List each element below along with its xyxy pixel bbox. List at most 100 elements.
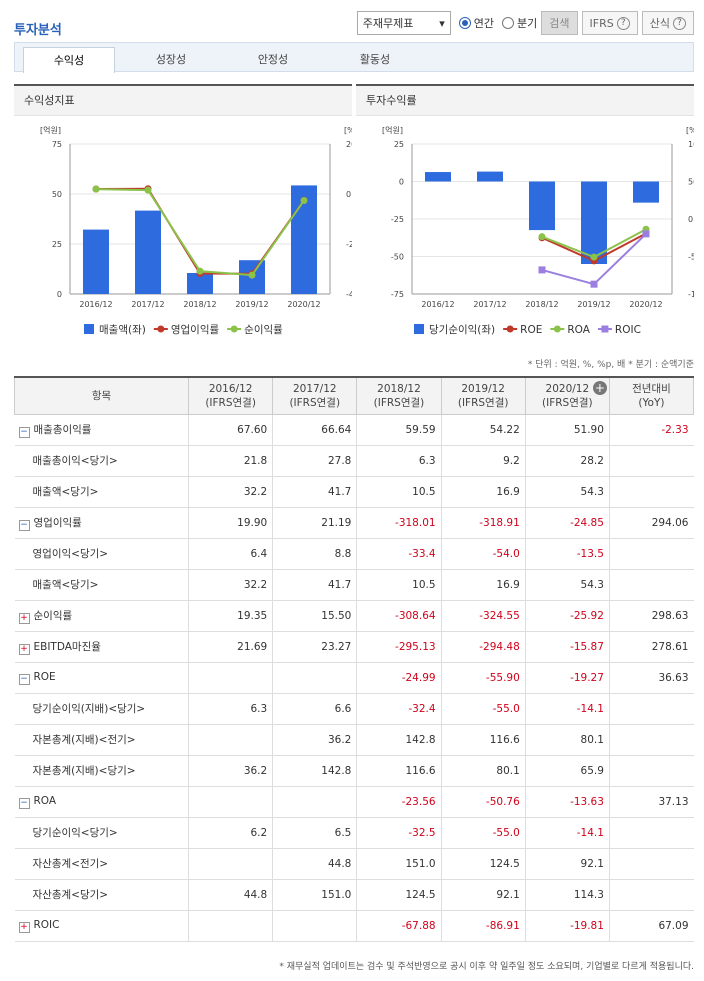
page-title: 투자분석	[14, 23, 62, 38]
table-cell: -23.56	[356, 786, 442, 818]
table-cell: 32.2	[188, 569, 273, 601]
profitability-chart: [억원] [%] 75 50 25 0 200 0 -200 -400 2016/12 2017/12…	[40, 125, 352, 336]
table-row: 영업이익<당기> 6.4 8.8 -33.4 -54.0 -13.5	[14, 538, 694, 570]
table-cell: 6.3	[188, 693, 273, 725]
row-label: 매출총이익<당기>	[14, 445, 189, 477]
legend-marker	[84, 324, 94, 334]
series-point	[538, 266, 546, 274]
tab-stability[interactable]: 안정성	[257, 53, 289, 66]
series-line	[95, 188, 305, 277]
table-cell: 80.1	[440, 755, 526, 787]
table-cell: 6.5	[272, 817, 357, 849]
table-header-row: 항목 2016/12 (IFRS연결) 2017/12 (IFRS연결) 2018/1…	[13, 376, 695, 415]
row-label[interactable]: + 순이익률	[14, 600, 189, 632]
table-cell: 278.61	[608, 631, 694, 663]
table-cell	[272, 786, 357, 818]
radio-annual[interactable]: 연간	[458, 15, 494, 31]
table-row: 자산총계<전기> 44.8 151.0 124.5 92.1	[14, 848, 694, 880]
table-cell: 59.59	[356, 414, 442, 446]
table-cell	[188, 910, 273, 942]
legend-marker	[553, 325, 561, 333]
header-period: 2020/12 (IFRS연결) +	[524, 376, 610, 415]
ifrs-button[interactable]: IFRS?	[581, 11, 638, 35]
right-tick-label: -50	[688, 253, 694, 262]
table-row: 당기순이익<당기> 6.2 6.5 -32.5 -55.0 -14.1	[14, 817, 694, 849]
table-cell: 67.09	[608, 910, 694, 942]
table-cell: -32.4	[356, 693, 442, 725]
radio-annual-dot[interactable]	[458, 17, 471, 29]
ratio-table: 항목 2016/12 (IFRS연결) 2017/12 (IFRS연결) 2018/1…	[13, 376, 695, 942]
bar	[581, 181, 607, 264]
table-cell: 21.8	[188, 445, 273, 477]
row-label[interactable]: + EBITDA마진율	[14, 631, 189, 663]
expand-icon[interactable]: +	[18, 612, 30, 624]
statement-select[interactable]: 주재무제표 ▾	[356, 11, 451, 35]
table-cell: -50.76	[440, 786, 526, 818]
table-row: − 매출총이익률 67.60 66.64 59.59 54.22 51.90 -2.33	[14, 414, 694, 446]
table-cell	[608, 724, 694, 756]
collapse-icon[interactable]: −	[18, 797, 30, 809]
row-label[interactable]: + ROIC	[14, 910, 189, 942]
row-label: 자산총계<전기>	[14, 848, 189, 880]
left-tick-label: 25	[394, 140, 404, 149]
collapse-icon[interactable]: −	[18, 426, 30, 438]
table-cell: -295.13	[356, 631, 442, 663]
table-cell: 124.5	[356, 879, 442, 911]
table-row: + ROIC -67.88 -86.91 -19.81 67.09	[14, 910, 694, 942]
radio-quarter[interactable]: 분기	[502, 15, 537, 31]
left-tick-label: -25	[391, 215, 404, 224]
row-label: 매출액<당기>	[14, 476, 189, 508]
x-tick-label: 2017/12	[131, 300, 164, 309]
radio-quarter-label: 분기	[517, 17, 538, 30]
collapse-icon[interactable]: −	[18, 673, 30, 685]
table-cell	[608, 569, 694, 601]
profitability-chart-panel: 수익성지표 [억원] [%] 75 50 25 0 200 0 -200 -400 2016/12 2…	[14, 84, 352, 344]
table-row: + EBITDA마진율 21.69 23.27 -295.13 -294.48 -15.87…	[14, 631, 694, 663]
search-button[interactable]: 검색	[541, 11, 578, 35]
expand-icon[interactable]: +	[18, 643, 30, 655]
table-cell: 67.60	[188, 414, 273, 446]
table-cell: 37.13	[608, 786, 694, 818]
tab-growth[interactable]: 성장성	[155, 53, 187, 66]
collapse-icon[interactable]: −	[18, 519, 30, 531]
table-cell: 124.5	[440, 848, 526, 880]
x-tick-label: 2017/12	[473, 300, 506, 309]
table-cell: 114.3	[524, 879, 610, 911]
table-cell	[608, 755, 694, 787]
table-cell: 116.6	[356, 755, 442, 787]
row-label: 자본총계(지배)<전기>	[14, 724, 189, 756]
table-cell: -55.90	[440, 662, 526, 694]
x-tick-label: 2019/12	[577, 300, 610, 309]
left-tick-label: 0	[399, 178, 404, 187]
expand-icon[interactable]: +	[18, 921, 30, 933]
plus-circle-icon[interactable]: +	[592, 381, 607, 395]
table-cell	[188, 724, 273, 756]
table-cell: 41.7	[272, 476, 357, 508]
table-cell: -33.4	[356, 538, 442, 570]
header-period: 전년대비 (YoY)	[608, 376, 695, 415]
table-cell: 36.2	[272, 724, 357, 756]
row-label[interactable]: − 영업이익률	[14, 507, 189, 539]
right-tick-label: -200	[346, 240, 352, 249]
table-cell: -15.87	[524, 631, 610, 663]
legend-marker	[414, 324, 424, 334]
tab-activity[interactable]: 활동성	[359, 53, 391, 66]
radio-quarter-dot[interactable]	[502, 17, 515, 29]
table-cell: 6.2	[188, 817, 273, 849]
series-point	[642, 230, 650, 238]
table-cell: -19.81	[524, 910, 610, 942]
row-label[interactable]: − ROE	[14, 662, 189, 694]
row-label[interactable]: − ROA	[14, 786, 189, 818]
legend-label: ROA	[567, 324, 590, 336]
table-cell: 28.2	[524, 445, 610, 477]
table-cell: 66.64	[272, 414, 357, 446]
right-axis-unit: [%]	[686, 126, 694, 135]
table-cell	[608, 538, 694, 570]
row-label[interactable]: − 매출총이익률	[14, 414, 189, 446]
formula-button[interactable]: 산식?	[641, 11, 694, 35]
tab-profitability[interactable]: 수익성	[23, 47, 115, 73]
legend-marker	[230, 325, 238, 333]
table-cell: 294.06	[608, 507, 694, 539]
legend-marker	[157, 325, 165, 333]
table-cell: 54.3	[524, 569, 610, 601]
